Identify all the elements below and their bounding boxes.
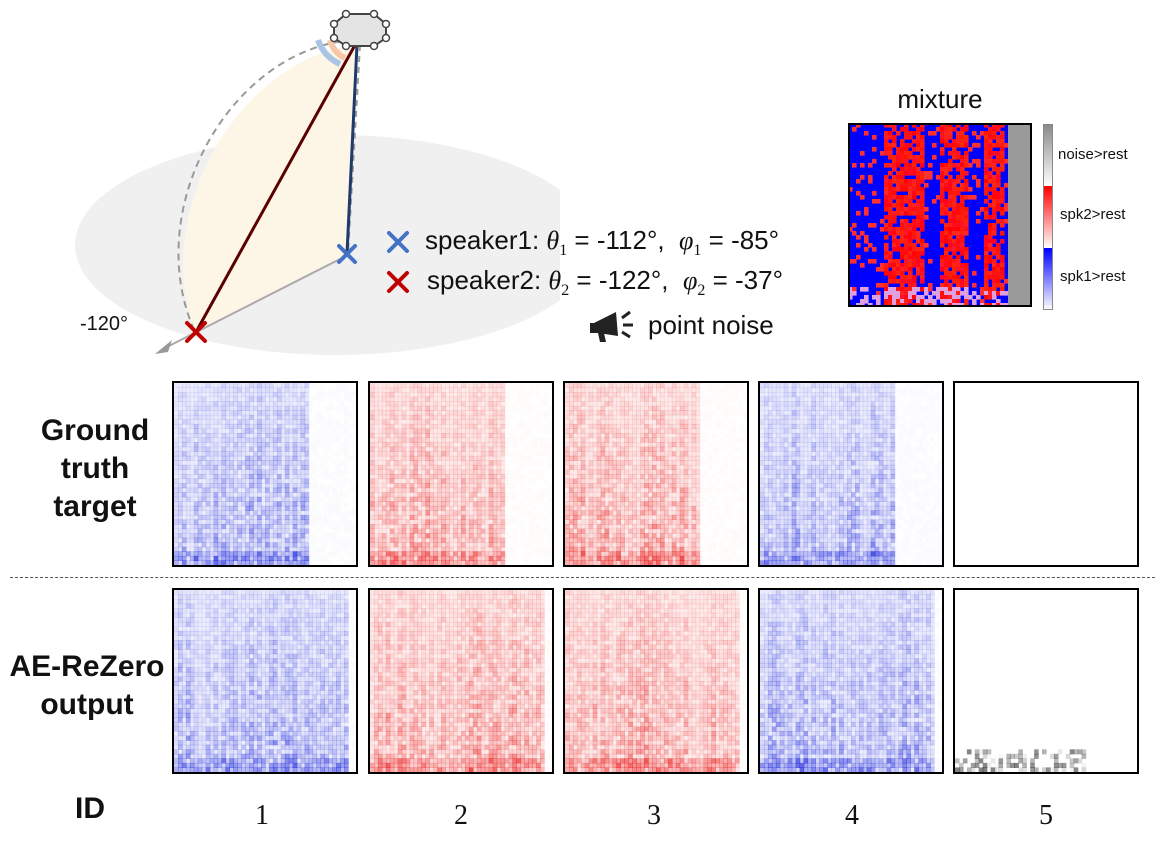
- legend-speaker2: speaker2: θ2 = -122°, φ2 = -37°: [427, 265, 783, 300]
- ground-truth-panel-1: [172, 381, 358, 567]
- row-label-ae-rezero: AE-ReZero output: [6, 648, 168, 724]
- ray-speaker2: [194, 44, 357, 333]
- spectrogram-texture: [955, 749, 1087, 772]
- ground-truth-panel-4: [758, 381, 944, 567]
- speaker2-marker-icon: [185, 321, 207, 343]
- legend-speaker1: speaker1: θ1 = -112°, φ1 = -85°: [425, 225, 780, 260]
- output-panel-5: [953, 588, 1139, 774]
- output-panel-1: [172, 588, 358, 774]
- row-label-ground-truth: Ground truth target: [20, 412, 170, 526]
- id-4: 4: [845, 800, 859, 831]
- legend-speaker2-icon: [387, 271, 409, 293]
- colorbar-label-spk2: spk2>rest: [1060, 206, 1126, 223]
- row-label-line: Ground: [40, 414, 150, 447]
- colorbar-label-noise: noise>rest: [1058, 146, 1128, 163]
- ground-truth-panel-5: [953, 381, 1139, 567]
- speaker2-name: speaker2: [427, 265, 534, 295]
- spectrogram-texture: [370, 383, 506, 565]
- phi1-value: -85°: [731, 225, 780, 255]
- theta2-symbol: θ: [548, 266, 562, 295]
- output-panel-2: [368, 588, 554, 774]
- id-label: ID: [75, 792, 105, 825]
- mic-array-icon: [329, 9, 391, 51]
- output-panel-3: [563, 588, 749, 774]
- row-separator: [10, 577, 1155, 578]
- ground-truth-panel-3: [563, 381, 749, 567]
- theta1-symbol: θ: [546, 226, 560, 255]
- elevation-arc: [177, 39, 353, 333]
- spectrogram-texture: [174, 590, 349, 772]
- phi2-sub: 2: [697, 282, 706, 300]
- mixture-colorbar: [1043, 124, 1053, 310]
- legend-point-noise: point noise: [648, 310, 774, 340]
- row-label-line: truth: [60, 452, 130, 485]
- spectrogram-texture: [955, 383, 1137, 565]
- mixture-title: mixture: [897, 84, 983, 114]
- speaker1-name: speaker1: [425, 225, 532, 255]
- mixture-spectrogram: [848, 123, 1032, 307]
- theta1-value: -112°: [596, 225, 658, 255]
- theta2-value: -122°: [598, 265, 662, 295]
- floor-arrow: [155, 340, 172, 354]
- id-2: 2: [454, 800, 468, 831]
- row-label-line: target: [53, 490, 137, 523]
- megaphone-icon: [590, 310, 633, 342]
- id-1: 1: [255, 800, 269, 831]
- spectrogram-texture: [760, 383, 896, 565]
- spectrogram-texture: [760, 590, 935, 772]
- colorbar-label-spk1: spk1>rest: [1060, 268, 1126, 285]
- azimuth-label: -120°: [80, 313, 129, 335]
- id-3: 3: [647, 800, 661, 831]
- angle-arc-inner: [327, 39, 347, 61]
- row-label-line: AE-ReZero: [9, 650, 165, 683]
- phi1-symbol: φ: [679, 226, 694, 255]
- ray-speaker1: [345, 44, 359, 255]
- legend-speaker1-icon: [387, 231, 409, 253]
- speaker1-marker-icon: [337, 244, 357, 264]
- output-panel-4: [758, 588, 944, 774]
- angle-arc-outer: [315, 38, 342, 67]
- phi2-value: -37°: [734, 265, 783, 295]
- vertical-dashed: [347, 44, 361, 254]
- spectrogram-texture: [565, 590, 740, 772]
- spectrogram-texture: [565, 383, 701, 565]
- row-label-line: output: [40, 688, 134, 721]
- phi2-symbol: φ: [682, 266, 698, 295]
- theta1-sub: 1: [559, 242, 568, 260]
- theta2-sub: 2: [561, 282, 570, 300]
- ground-truth-panel-2: [368, 381, 554, 567]
- phi1-sub: 1: [693, 242, 702, 260]
- spectrogram-texture: [370, 590, 545, 772]
- id-5: 5: [1039, 800, 1053, 831]
- geometry-scene: [75, 9, 560, 355]
- spectrogram-texture: [174, 383, 310, 565]
